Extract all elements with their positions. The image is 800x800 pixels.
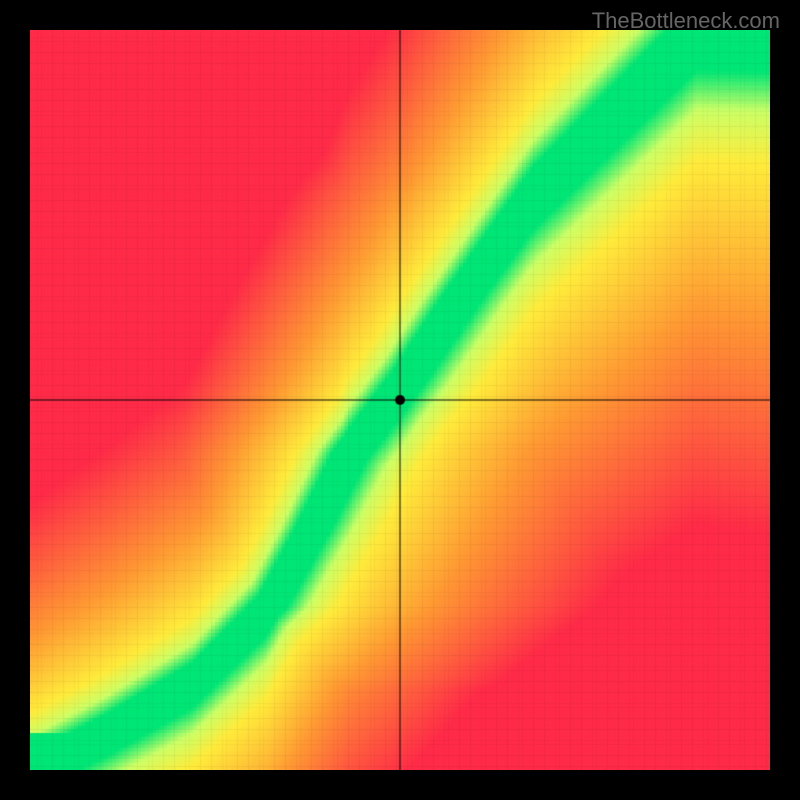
heatmap-canvas xyxy=(30,30,770,770)
watermark-text: TheBottleneck.com xyxy=(592,8,780,34)
bottleneck-heatmap xyxy=(30,30,770,770)
